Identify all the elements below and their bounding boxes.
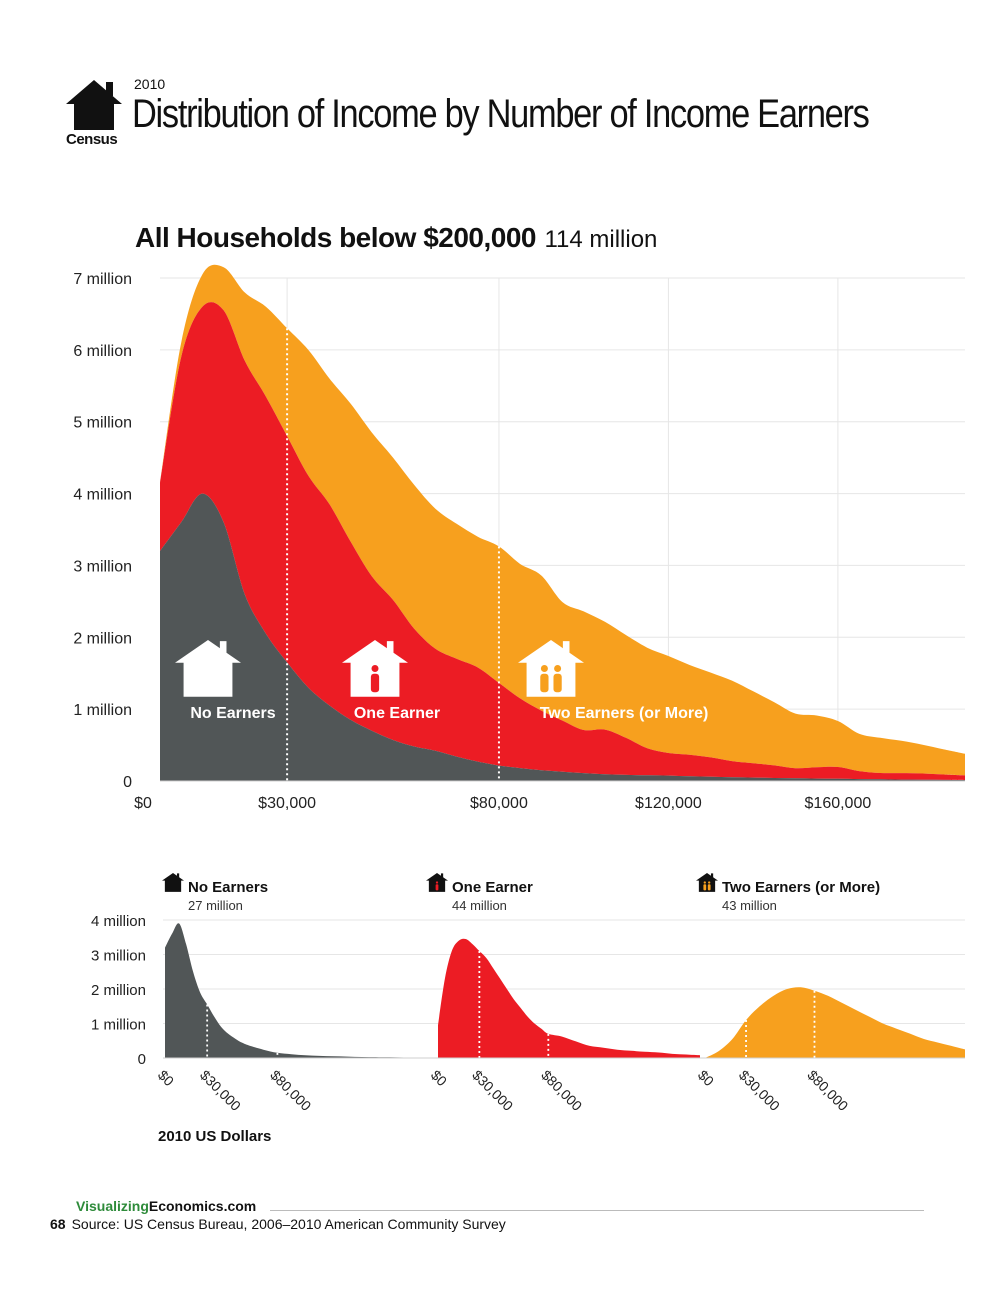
house-chimney [710,873,714,879]
small-x-tick-label: $0 [695,1067,717,1089]
title-year: 2010 [134,76,166,92]
house-chimney [562,641,570,656]
small-panel-count: 43 million [722,898,777,913]
footer-rule [270,1210,924,1211]
small-panel-count: 27 million [188,898,243,913]
main-x-tick-label: $160,000 [805,795,872,812]
units-label: 2010 US Dollars [158,1128,272,1145]
source-note: Source: US Census Bureau, 2006–2010 Amer… [71,1216,506,1232]
small-panel-title: No Earners [188,879,268,896]
small-y-tick-label: 1 million [91,1017,146,1034]
main-label-two-earners: Two Earners (or More) [540,705,709,722]
main-label-no-earners: No Earners [190,705,275,722]
site-credit[interactable]: VisualizingEconomics.com [76,1198,256,1214]
site-credit-part2: Economics.com [148,1198,257,1214]
small-x-tick-label: $30,000 [736,1067,783,1114]
main-y-tick-label: 0 [123,774,132,791]
small-panel-count: 44 million [452,898,507,913]
house-chimney [386,641,394,656]
main-x-tick-label: $0 [134,795,152,812]
main-chart-heading: All Households below $200,000 114 millio… [135,222,657,254]
main-x-tick-label: $120,000 [635,795,702,812]
house-chimney [440,873,444,879]
main-chart-count: 114 million [544,226,658,253]
page-title: Distribution of Income by Number of Inco… [132,92,870,136]
person-body [703,884,707,891]
small-x-tick-label: $0 [428,1067,450,1089]
area-no-earners [160,493,965,781]
house-shape [696,873,718,892]
person-head [554,665,562,673]
small-one-house-icon [426,873,448,892]
small-panel-title: One Earner [452,879,533,896]
main-y-tick-label: 7 million [73,271,132,288]
main-label-one-earner: One Earner [354,705,440,722]
person-head [708,881,711,884]
house-shape [162,873,184,892]
two-earners-house-icon [518,640,584,697]
person-head [540,665,548,673]
person-body [540,673,549,693]
page-number: 68 [50,1216,66,1232]
person-head [435,881,439,884]
main-y-tick-label: 5 million [73,415,132,432]
person-body [707,884,711,891]
small-x-tick-label: $80,000 [538,1067,585,1114]
small-multiples-chart: 0 1 million 2 million 3 million 4 million $0 $… [91,873,965,1114]
main-x-tick-label: $80,000 [470,795,528,812]
small-x-tick-label: $30,000 [469,1067,516,1114]
small-y-tick-label: 4 million [91,913,146,930]
no-earners-house-icon [175,640,241,697]
small-y-tick-label: 3 million [91,948,146,965]
small-two-house-icon [696,873,718,892]
small-x-tick-label: $80,000 [267,1067,314,1114]
main-y-tick-label: 6 million [73,343,132,360]
small-y-tick-label: 2 million [91,982,146,999]
small-area-one [438,938,700,1058]
census-logo-house-icon [66,80,122,130]
person-head [703,881,706,884]
main-x-tick-label: $30,000 [258,795,316,812]
small-y-tick-label: 0 [138,1051,146,1068]
house-chimney [219,641,227,656]
main-y-tick-label: 2 million [73,630,132,647]
small-x-tick-label: $30,000 [197,1067,244,1114]
main-y-tick-label: 1 million [73,702,132,719]
main-stacked-area-chart: 0 1 million 2 million 3 million 4 million 5 m… [73,264,965,812]
person-body [370,673,380,693]
site-credit-part1: Visualizing [76,1198,149,1214]
small-x-tick-label: $0 [155,1067,177,1089]
main-y-tick-label: 3 million [73,558,132,575]
census-logo-label: Census [66,131,118,148]
small-panel-title: Two Earners (or More) [722,879,880,896]
main-y-tick-label: 4 million [73,487,132,504]
small-area-two [705,987,965,1058]
person-body [435,884,439,891]
small-x-tick-label: $80,000 [804,1067,851,1114]
one-earner-house-icon [342,640,408,697]
small-no-house-icon [162,873,184,892]
small-area-no [165,923,432,1058]
person-body [553,673,562,693]
footer: 68 Source: US Census Bureau, 2006–2010 Am… [50,1216,506,1232]
person-head [371,665,379,673]
house-chimney [176,873,180,879]
main-chart-title: All Households below $200,000 [135,222,536,253]
